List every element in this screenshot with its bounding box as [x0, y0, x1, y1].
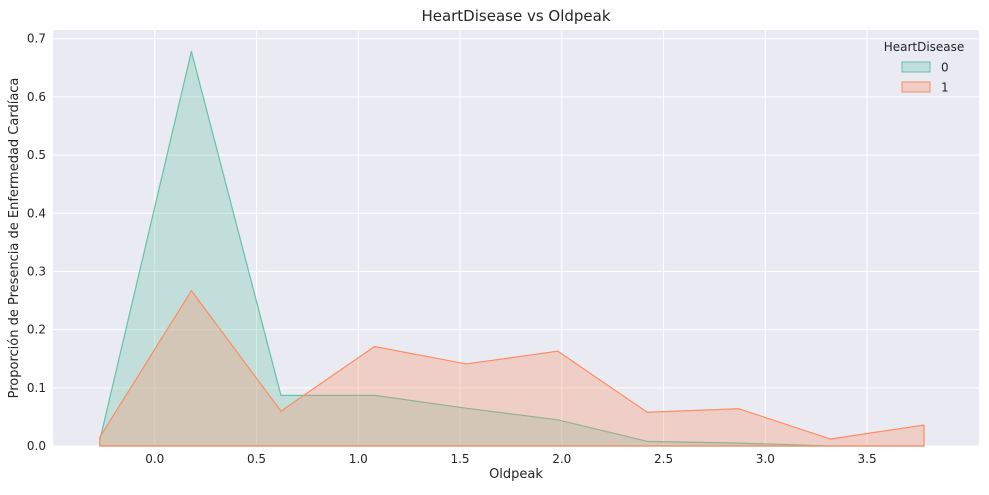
x-tick-label: 1.0 — [349, 452, 368, 466]
x-tick-label: 1.5 — [450, 452, 469, 466]
x-tick-label: 2.0 — [552, 452, 571, 466]
y-tick-label: 0.4 — [27, 206, 46, 220]
x-tick-label: 0.0 — [145, 452, 164, 466]
chart-title: HeartDisease vs Oldpeak — [421, 7, 610, 25]
tick-labels: 0.0 0.5 1.0 1.5 2.0 2.5 3.0 3.5 0.0 0.1 0.2 0.3 0.4 0… — [27, 32, 877, 466]
x-tick-label: 3.5 — [858, 452, 877, 466]
x-tick-label: 0.5 — [247, 452, 266, 466]
plot-background — [53, 30, 979, 446]
y-tick-label: 0.0 — [27, 439, 46, 453]
legend-label-1: 1 — [941, 81, 949, 95]
legend-label-0: 0 — [941, 61, 949, 75]
y-axis-label: Proporción de Presencia de Enfermedad Ca… — [7, 78, 22, 399]
x-tick-label: 2.5 — [654, 452, 673, 466]
series-areas — [99, 50, 925, 447]
legend-title: HeartDisease — [884, 40, 965, 54]
y-tick-label: 0.5 — [27, 148, 46, 162]
series-1-area — [99, 290, 925, 447]
x-tick-label: 3.0 — [756, 452, 775, 466]
y-tick-label: 0.1 — [27, 381, 46, 395]
y-tick-label: 0.3 — [27, 264, 46, 278]
legend: HeartDisease 01 — [884, 40, 965, 95]
y-tick-label: 0.6 — [27, 90, 46, 104]
y-tick-label: 0.7 — [27, 32, 46, 46]
legend-items: 01 — [901, 61, 949, 95]
legend-swatch-1 — [901, 81, 931, 93]
y-tick-label: 0.2 — [27, 323, 46, 337]
x-axis-label: Oldpeak — [489, 467, 543, 482]
legend-swatch-0 — [901, 61, 931, 73]
